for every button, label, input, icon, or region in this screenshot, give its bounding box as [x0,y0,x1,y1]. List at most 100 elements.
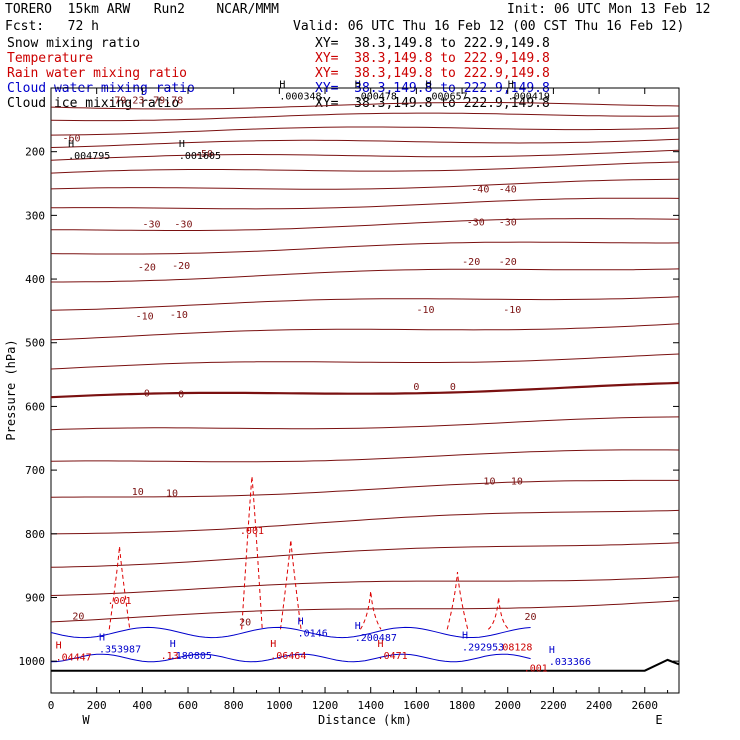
maximum-value: .001605 [179,151,221,162]
axis-ticks: 0 200 400 600 800 1000 1200 1400 1600 1800 2000 220… [19,88,679,712]
maximum-value: .13 [161,651,179,662]
maximum-marker: H [462,631,468,642]
y-tick-label: 200 [25,146,45,159]
field-maxima: H.004795H.001605H.000348H.000478H.000657… [56,80,591,675]
maximum-value: .08128 [496,643,532,654]
valid-time: Valid: 06 UTC Thu 16 Feb 12 (00 CST Thu … [293,19,685,34]
legend-rain-label: Rain water mixing ratio [7,66,188,81]
y-tick-label: 600 [25,400,45,413]
isotherm-line [50,600,680,623]
cloud-water-contours [50,626,531,663]
isotherm-line [50,197,680,210]
maximum-value: .0146 [298,629,328,640]
cloud-water-contour [50,626,531,639]
x-tick-label: 0 [48,699,55,712]
legend-temperature-label: Temperature [7,51,94,66]
isotherm-label: 0 [413,382,419,393]
isotherm-line [50,126,680,136]
x-tick-label: 2400 [586,699,613,712]
x-tick-label: 1400 [357,699,384,712]
isotherm-line [50,353,680,370]
west-label: W [82,713,90,727]
maximum-marker: H [99,632,105,643]
maximum-marker: H [56,641,62,652]
y-tick-label: 400 [25,273,45,286]
isotherm-line [50,381,680,399]
maximum-marker: H [298,617,304,628]
maximum-value: .06464 [270,651,306,662]
isotherm-label: -10 [170,310,188,321]
isotherm-label: 10 [132,487,144,498]
forecast-hour: Fcst: 72 h [5,19,99,34]
maximum-marker: H [549,645,555,656]
maximum-value: .0471 [378,651,408,662]
isotherm-label: -20 [462,257,480,268]
x-tick-label: 600 [178,699,198,712]
maximum-marker: H [279,80,285,91]
maximum-value: .353987 [99,644,141,655]
isotherm-label: -40 [471,185,489,196]
isotherm-label: 0 [178,390,184,401]
plot-frame [50,87,680,694]
isotherm-line [50,542,680,568]
x-tick-label: 1800 [449,699,476,712]
isotherm-line [50,449,680,463]
isotherm-line [50,509,680,535]
rain-contour [108,546,131,630]
rain-contour [241,476,263,630]
y-axis-label: Pressure (hPa) [4,339,18,440]
maximum-marker: H [355,621,361,632]
y-tick-label: 300 [25,209,45,222]
isotherm-label: -30 [467,218,485,229]
isotherm-label: -20 [499,257,517,268]
maximum-marker: H [378,639,384,650]
isotherm-label: -30 [142,220,160,231]
legend-rain-xy: XY= 38.3,149.8 to 222.9,149.8 [315,66,550,81]
isotherm-label: -60 [63,134,81,145]
y-tick-label: 900 [25,591,45,604]
y-tick-label: 700 [25,464,45,477]
temperature-labels: -60 -79.23 -79.78 -50 -40 -40 -30 -30 -30 -30 -20 -… [63,95,537,628]
cloud-water-contour [50,653,531,663]
maximum-value: .292953 [462,643,504,654]
isotherm-label: -20 [138,262,156,273]
maximum-value: .004795 [68,151,110,162]
isotherm-label: 0 [144,388,150,399]
rain-contour-label: .001 [240,526,264,537]
x-tick-label: 800 [224,699,244,712]
isotherm-label: -20 [172,261,190,272]
isotherm-label: 10 [483,476,495,487]
isotherm-label: -79.23 [108,95,144,106]
isotherm-line [50,576,680,596]
terrain-surface [51,658,680,672]
init-time: Init: 06 UTC Mon 13 Feb 12 [507,2,711,17]
maximum-value: .033366 [549,657,591,668]
isotherm-label: 10 [166,488,178,499]
x-tick-label: 2000 [494,699,521,712]
isotherm-label: 20 [525,612,537,623]
rain-water-contours: .001 .001 [107,476,510,630]
isotherm-line [50,101,680,110]
isotherm-label: -50 [195,149,213,160]
isotherm-line [50,149,680,161]
rain-contour-label: .001 [107,596,131,607]
maximum-marker: H [179,139,185,150]
isotherm-line [50,296,680,311]
x-tick-label: 1600 [403,699,430,712]
terrain-line [51,658,680,672]
maximum-value: .001 [524,664,548,675]
isotherm-label: 20 [72,611,84,622]
isotherm-line [51,268,680,283]
maximum-marker: H [270,639,276,650]
maximum-value: .200487 [355,633,397,644]
y-tick-label: 1000 [19,655,46,668]
rain-contour [360,591,382,630]
isotherm-label: -30 [174,220,192,231]
isotherm-line [51,218,680,231]
temperature-isotherms [50,101,680,623]
maximum-value: .180805 [170,651,212,662]
isotherm-label: -79.78 [147,95,183,106]
maximum-value: .000478 [355,92,397,103]
isotherm-label: 0 [450,382,456,393]
isotherm-line [50,323,680,341]
